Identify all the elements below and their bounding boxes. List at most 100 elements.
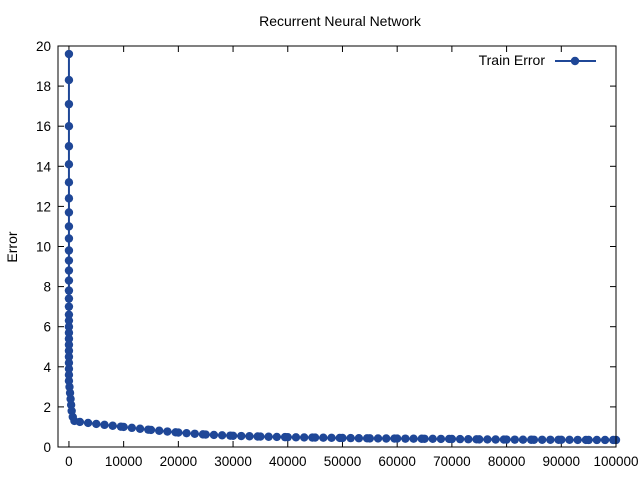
series-point-train-error bbox=[283, 432, 292, 442]
series-point-train-error bbox=[245, 432, 254, 441]
series-point-train-error bbox=[338, 433, 347, 443]
series-point-train-error bbox=[83, 418, 93, 428]
y-tick-label: 14 bbox=[36, 159, 52, 174]
x-tick-label: 80000 bbox=[488, 454, 526, 469]
series-point-train-error bbox=[64, 222, 74, 231]
series-point-train-error bbox=[565, 435, 574, 445]
legend-marker-train-error bbox=[570, 56, 580, 66]
legend: Train Error bbox=[479, 52, 596, 68]
series-point-train-error bbox=[182, 428, 191, 438]
series-point-train-error bbox=[228, 431, 238, 440]
series-point-train-error bbox=[64, 334, 74, 343]
y-tick-label: 4 bbox=[43, 360, 51, 375]
series-point-train-error bbox=[573, 435, 582, 445]
series-point-train-error bbox=[64, 358, 74, 367]
series-point-train-error bbox=[436, 434, 446, 444]
series-point-train-error bbox=[455, 434, 465, 444]
series-point-train-error bbox=[327, 433, 336, 443]
series-point-train-error bbox=[100, 420, 109, 430]
series-point-train-error bbox=[420, 434, 429, 443]
series-point-train-error bbox=[64, 256, 74, 265]
series-point-train-error bbox=[135, 424, 145, 433]
series-point-train-error bbox=[447, 434, 457, 444]
series-point-train-error bbox=[64, 346, 74, 355]
series-point-train-error bbox=[209, 430, 219, 440]
series-point-train-error bbox=[66, 394, 75, 404]
series-point-train-error bbox=[155, 426, 164, 435]
series-point-train-error bbox=[119, 422, 128, 432]
y-tick-label: 10 bbox=[36, 240, 51, 255]
series-point-train-error bbox=[64, 49, 74, 59]
series-point-train-error bbox=[64, 160, 74, 169]
series-point-train-error bbox=[291, 433, 301, 442]
series-point-train-error bbox=[75, 417, 85, 427]
series-point-train-error bbox=[217, 431, 227, 440]
series-point-train-error bbox=[64, 194, 74, 203]
series-point-train-error bbox=[64, 208, 74, 217]
x-tick-label: 50000 bbox=[324, 454, 362, 469]
x-tick-label: 100000 bbox=[593, 454, 638, 469]
x-tick-label: 40000 bbox=[269, 454, 307, 469]
y-tick-label: 0 bbox=[43, 440, 51, 455]
series-point-train-error bbox=[475, 435, 484, 444]
y-tick-label: 16 bbox=[36, 119, 51, 134]
series-point-train-error bbox=[92, 419, 101, 429]
series-point-train-error bbox=[272, 432, 282, 442]
series-point-train-error bbox=[557, 435, 566, 444]
series-point-train-error bbox=[237, 431, 246, 441]
series-layer bbox=[64, 49, 621, 445]
series-point-train-error bbox=[163, 427, 172, 436]
series-point-train-error bbox=[65, 388, 75, 398]
series-point-train-error bbox=[108, 421, 117, 430]
series-point-train-error bbox=[64, 142, 74, 151]
x-tick-label: 60000 bbox=[378, 454, 416, 469]
series-point-train-error bbox=[464, 435, 473, 444]
series-point-train-error bbox=[502, 435, 511, 444]
y-axis-label: Error bbox=[4, 231, 20, 262]
series-point-train-error bbox=[190, 429, 199, 438]
series-point-train-error bbox=[319, 433, 328, 442]
series-point-train-error bbox=[64, 178, 74, 187]
series-point-train-error bbox=[174, 428, 183, 437]
x-tick-label: 10000 bbox=[105, 454, 143, 469]
series-point-train-error bbox=[428, 434, 437, 444]
y-tick-label: 20 bbox=[36, 39, 51, 54]
series-point-train-error bbox=[592, 435, 602, 445]
series-point-train-error bbox=[600, 435, 610, 445]
series-point-train-error bbox=[510, 435, 519, 444]
series-point-train-error bbox=[64, 276, 74, 285]
series-point-train-error bbox=[64, 302, 74, 311]
series-point-train-error bbox=[392, 434, 402, 443]
x-tick-label: 0 bbox=[65, 454, 73, 469]
series-point-train-error bbox=[64, 75, 74, 85]
x-tick-label: 20000 bbox=[160, 454, 198, 469]
series-point-train-error bbox=[491, 435, 500, 444]
series-point-train-error bbox=[65, 382, 74, 392]
y-tick-label: 18 bbox=[36, 79, 51, 94]
series-point-train-error bbox=[64, 322, 74, 331]
series-point-train-error bbox=[146, 425, 156, 435]
y-tick-label: 6 bbox=[43, 320, 51, 335]
series-point-train-error bbox=[346, 433, 355, 443]
legend-label-train-error: Train Error bbox=[479, 52, 546, 68]
series-point-train-error bbox=[64, 294, 74, 303]
series-point-train-error bbox=[529, 435, 539, 444]
series-point-train-error bbox=[64, 234, 74, 243]
series-point-train-error bbox=[401, 434, 410, 443]
series-point-train-error bbox=[256, 432, 265, 441]
chart-title: Recurrent Neural Network bbox=[259, 13, 422, 29]
series-point-train-error bbox=[409, 434, 418, 443]
series-point-train-error bbox=[584, 435, 593, 445]
series-point-train-error bbox=[64, 316, 74, 325]
series-point-train-error bbox=[64, 376, 74, 386]
series-point-train-error bbox=[365, 434, 375, 443]
series-point-train-error bbox=[382, 434, 391, 443]
plot-frame bbox=[57, 45, 617, 448]
series-point-train-error bbox=[127, 423, 137, 433]
series-point-train-error bbox=[64, 266, 74, 275]
series-point-train-error bbox=[64, 328, 74, 337]
series-point-train-error bbox=[64, 286, 74, 295]
y-tick-label: 12 bbox=[36, 199, 51, 214]
